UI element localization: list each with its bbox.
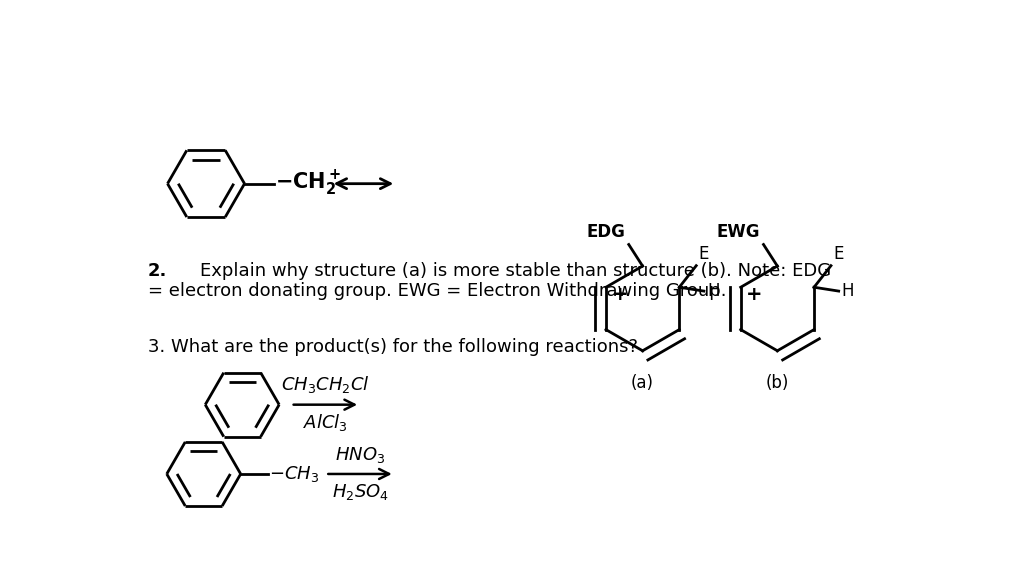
Text: (a): (a) bbox=[631, 374, 654, 392]
Text: 2.: 2. bbox=[147, 262, 167, 280]
Text: E: E bbox=[834, 245, 844, 263]
Text: = electron donating group. EWG = Electron Withdrawing Group.: = electron donating group. EWG = Electro… bbox=[147, 282, 726, 300]
Text: $AlCl_3$: $AlCl_3$ bbox=[303, 413, 348, 433]
Text: $\mathbf{-CH_2^+}$: $\mathbf{-CH_2^+}$ bbox=[275, 169, 341, 198]
Text: H: H bbox=[707, 282, 720, 300]
Text: $H_2SO_4$: $H_2SO_4$ bbox=[332, 482, 388, 501]
Text: (b): (b) bbox=[766, 374, 790, 392]
Text: +: + bbox=[611, 285, 628, 304]
Text: EDG: EDG bbox=[586, 223, 625, 241]
Text: H: H bbox=[842, 282, 854, 300]
Text: 3. What are the product(s) for the following reactions?: 3. What are the product(s) for the follo… bbox=[147, 338, 638, 356]
Text: $-CH_3$: $-CH_3$ bbox=[269, 464, 319, 484]
Text: E: E bbox=[698, 245, 709, 263]
Text: Explain why structure (a) is more stable than structure (b). Note: EDG: Explain why structure (a) is more stable… bbox=[200, 262, 831, 280]
Text: +: + bbox=[746, 285, 763, 304]
Text: $HNO_3$: $HNO_3$ bbox=[335, 444, 385, 465]
Text: EWG: EWG bbox=[716, 223, 760, 241]
Text: $CH_3CH_2Cl$: $CH_3CH_2Cl$ bbox=[281, 374, 370, 396]
